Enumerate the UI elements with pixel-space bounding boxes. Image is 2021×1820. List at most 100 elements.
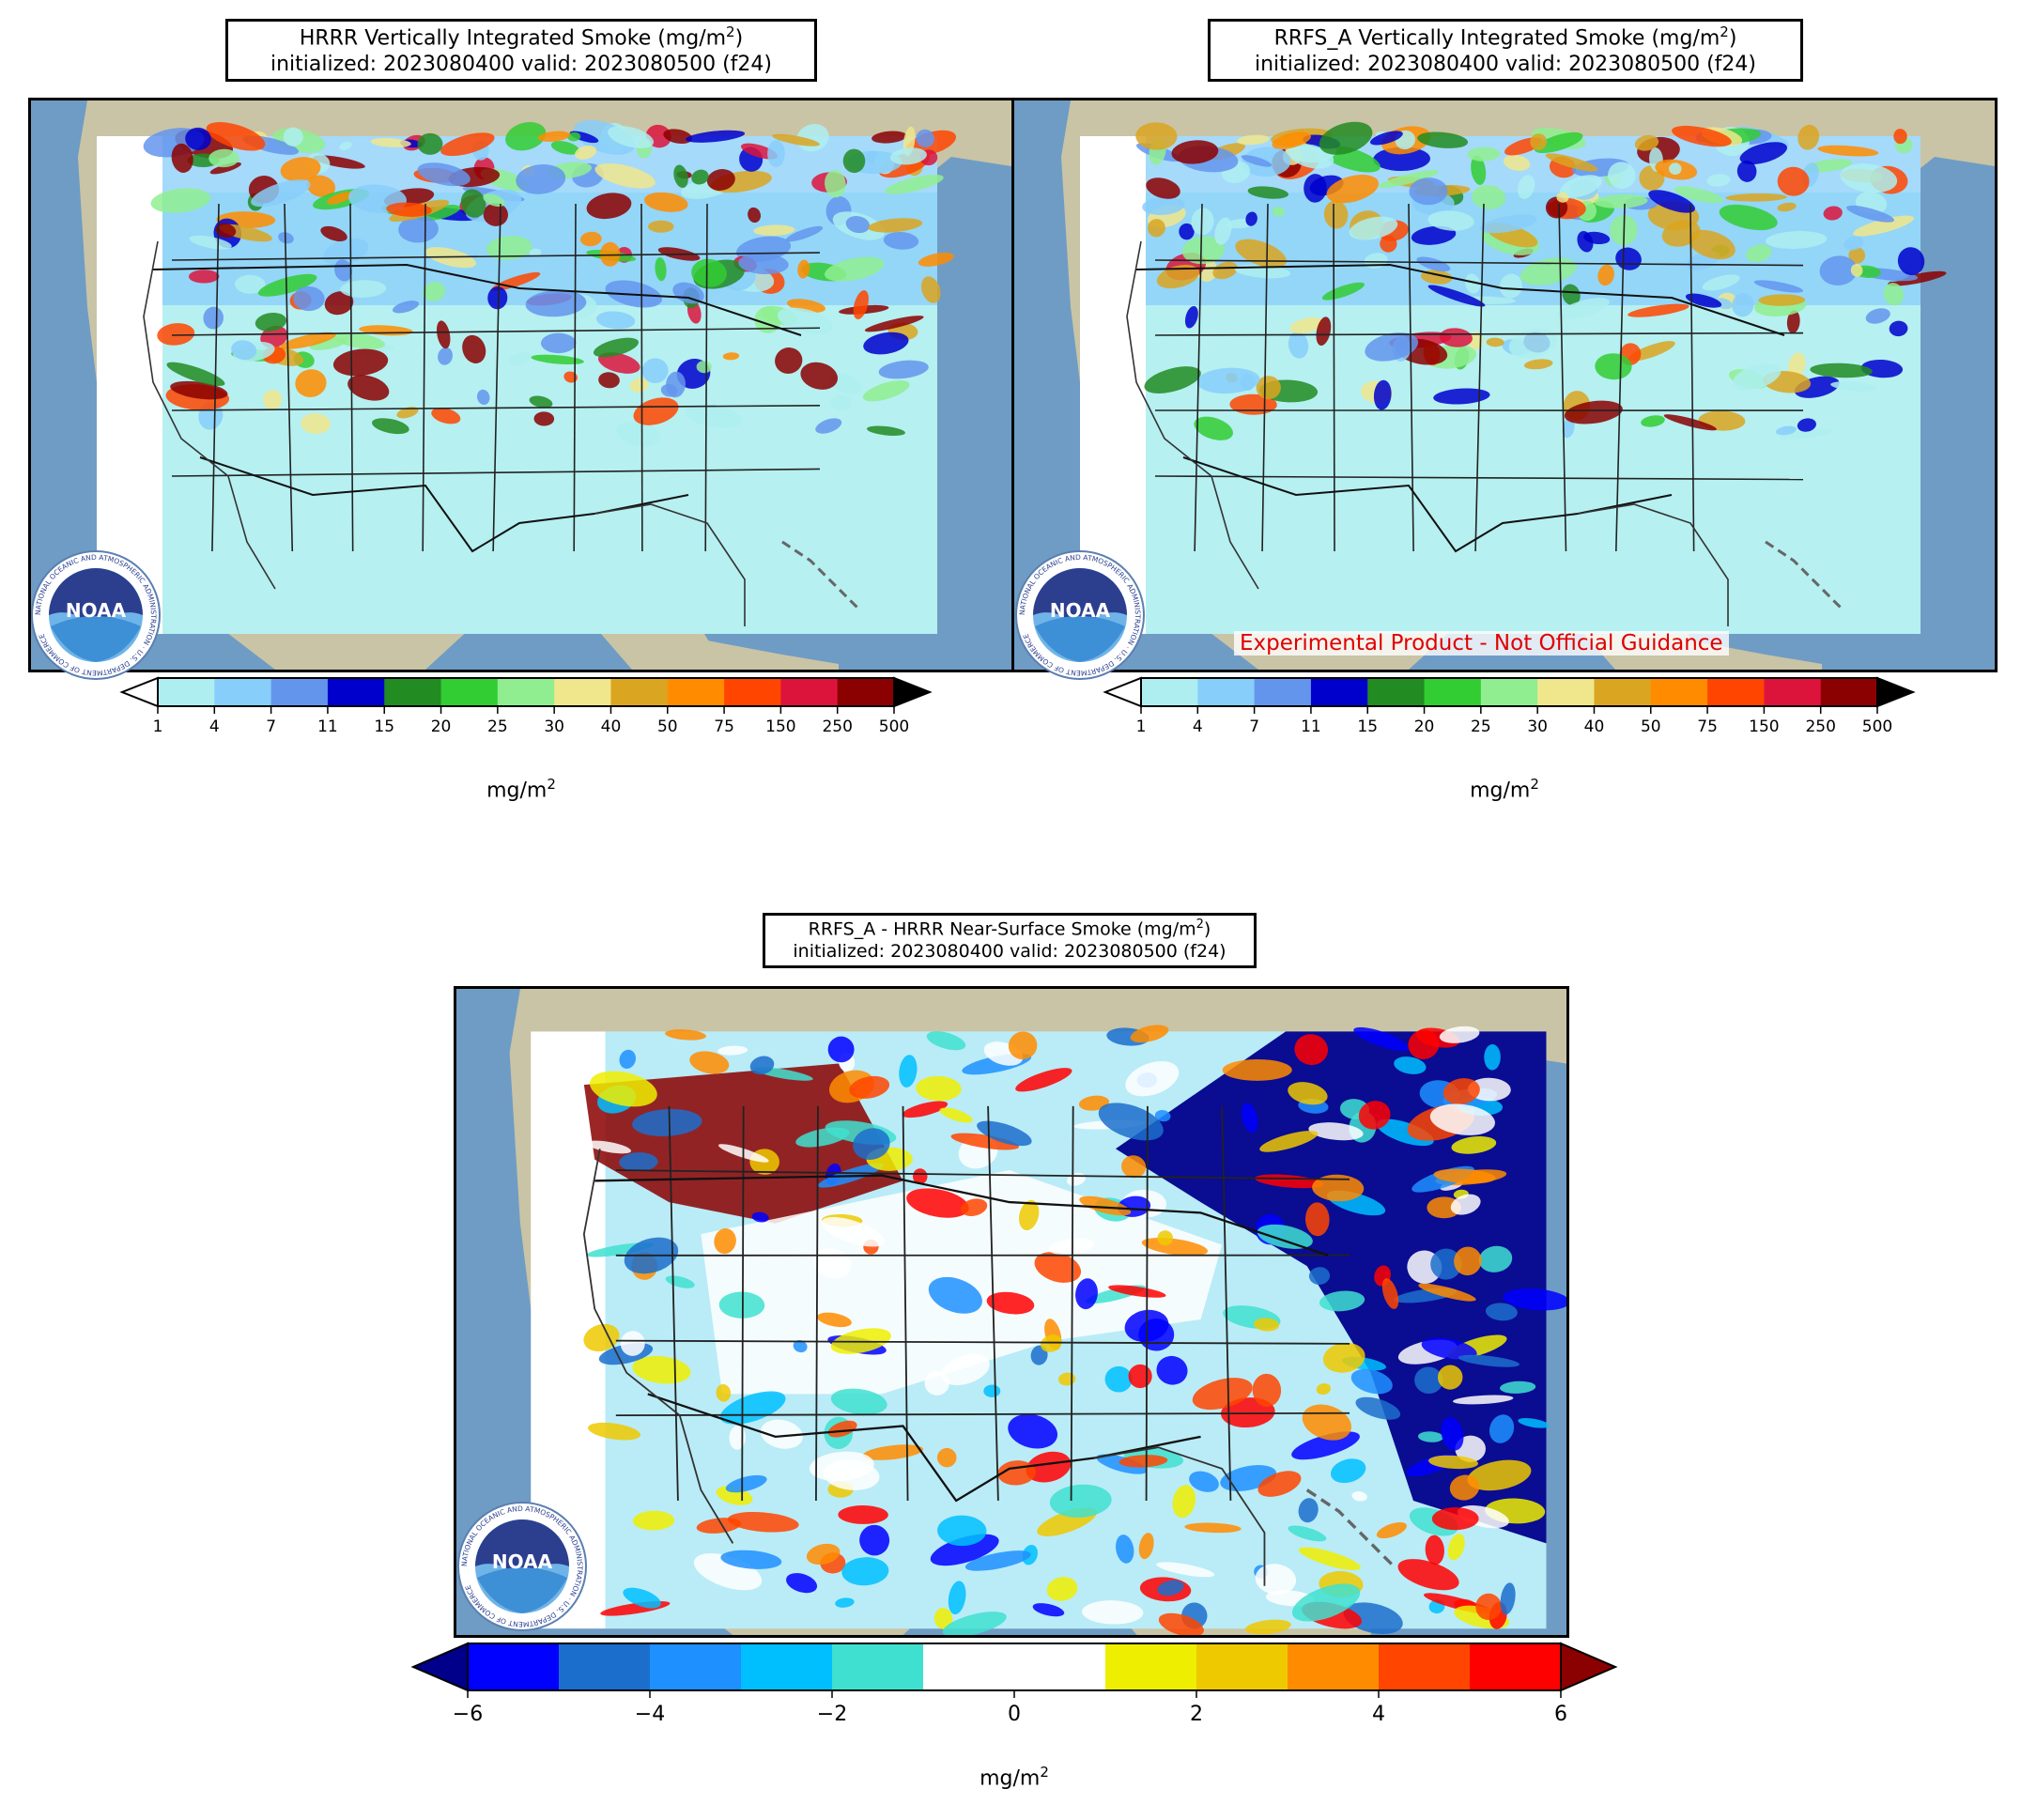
smoke-plume [793, 1340, 808, 1353]
smoke-plume [396, 407, 419, 419]
colorbar-tick-label: 20 [1414, 717, 1435, 736]
smoke-plume [1343, 1602, 1403, 1635]
smoke-plume [821, 1216, 885, 1247]
smoke-plume [1583, 231, 1611, 245]
smoke-plume [942, 1612, 1007, 1635]
colorbar-tick-label: 0 [1008, 1703, 1021, 1726]
smoke-plume [1288, 1525, 1327, 1542]
state-borders [171, 203, 821, 552]
smoke-plume [332, 348, 389, 377]
smoke-plume [719, 1391, 786, 1425]
smoke-plume [370, 137, 411, 147]
colorbar-tick-label: 11 [1301, 717, 1321, 736]
smoke-plume [588, 1422, 641, 1441]
smoke-plume [797, 259, 810, 279]
smoke-plume [835, 1597, 855, 1608]
smoke-plume [529, 248, 542, 257]
smoke-plume [936, 1447, 957, 1468]
smoke-plume [1499, 1380, 1536, 1394]
colorbar-under-arrow [1103, 676, 1142, 708]
smoke-plume [1116, 1535, 1134, 1564]
smoke-plume [257, 273, 317, 297]
smoke-plume [1489, 1414, 1515, 1443]
unit-text: mg/m [1470, 779, 1531, 803]
smoke-plume [1179, 223, 1195, 240]
smoke-plume [1823, 206, 1843, 221]
smoke-plume [1486, 337, 1504, 347]
canada-border [594, 1174, 1329, 1257]
smoke-plume [1414, 1366, 1443, 1395]
seal-wave [477, 1567, 567, 1613]
smoke-plume [1788, 352, 1806, 378]
smoke-plume [1257, 1471, 1302, 1497]
smoke-plume [1469, 332, 1484, 350]
title-unit-sup: 2 [1196, 918, 1204, 932]
smoke-plume [1485, 1303, 1518, 1321]
smoke-plume [1141, 1238, 1209, 1257]
smoke-plume [722, 352, 740, 361]
smoke-plume [1739, 142, 1787, 164]
smoke-plume [717, 1045, 748, 1056]
colorbar-tick-label: −6 [453, 1703, 483, 1726]
smoke-plume [1378, 170, 1440, 189]
smoke-plume [933, 1608, 953, 1629]
smoke-plume [1158, 1612, 1204, 1635]
colorbar-swatch [497, 678, 555, 706]
panel-hrrr-subtitle: initialized: 2023080400 valid: 202308050… [270, 52, 772, 76]
smoke-plume [1189, 1471, 1219, 1492]
smoke-plume [1156, 264, 1200, 289]
colorbar-tick-label: 25 [1471, 717, 1491, 736]
smoke-plume [476, 389, 490, 406]
smoke-plume [1454, 1246, 1482, 1276]
smoke-plume [509, 351, 532, 365]
smoke-plume [1255, 1564, 1297, 1595]
smoke-plume [1312, 1174, 1365, 1202]
smoke-plume [255, 312, 287, 332]
smoke-plume [977, 1120, 1032, 1147]
colorbar-swatch [384, 678, 442, 706]
smoke-plume [1480, 214, 1537, 234]
smoke-plume [859, 1524, 890, 1556]
smoke-plume [1439, 328, 1473, 347]
smoke-plume [1135, 122, 1178, 150]
smoke-plume [1252, 1373, 1282, 1407]
smoke-plume [1030, 1345, 1048, 1365]
smoke-plume [1865, 308, 1890, 324]
smoke-plume [1685, 293, 1722, 308]
colorbar-rrfs-svg: 1 4 7 11 15 20 25 30 40 50 75 150 250 500 [1103, 676, 1916, 736]
map-rrfs [1011, 98, 1998, 672]
smoke-plume [1075, 1278, 1098, 1310]
smoke-plume [1417, 1431, 1443, 1442]
smoke-plume [1725, 193, 1787, 202]
smoke-plume [845, 216, 871, 234]
smoke-plume [529, 395, 553, 409]
smoke-plume [231, 340, 257, 361]
smoke-plume [1530, 133, 1548, 150]
colorbar-swatch [1537, 678, 1595, 706]
colorbar-swatch [837, 678, 895, 706]
smoke-plume [1674, 186, 1723, 204]
smoke-plume [1291, 1431, 1360, 1460]
smoke-plume [1447, 1534, 1465, 1561]
smoke-plume [1464, 273, 1481, 294]
smoke-plume [531, 354, 584, 365]
smoke-plume [1545, 153, 1598, 172]
colorbar-swatch [468, 1643, 560, 1690]
smoke-plume [1308, 1267, 1331, 1285]
smoke-plume [1471, 155, 1487, 185]
smoke-plume [280, 157, 321, 182]
colorbar-swatch [1650, 678, 1708, 706]
smoke-plume [1648, 190, 1695, 213]
smoke-plume [806, 1543, 841, 1566]
smoke-plume [883, 231, 919, 250]
smoke-plume [438, 347, 454, 365]
smoke-plume [706, 169, 735, 191]
smoke-plume [1817, 145, 1879, 157]
map-diff-canvas [456, 989, 1566, 1635]
smoke-plume [1212, 261, 1238, 280]
smoke-plume [1732, 293, 1754, 317]
colorbar-swatch [327, 678, 385, 706]
smoke-plume [1850, 264, 1863, 277]
smoke-plume [1289, 316, 1324, 334]
smoke-plume [206, 122, 266, 151]
